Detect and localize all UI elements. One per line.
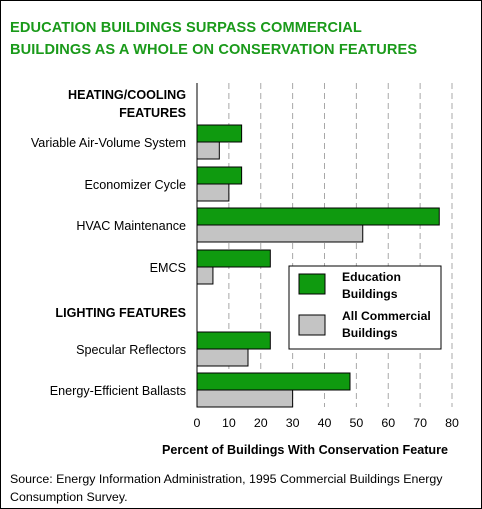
bar-all-commercial — [196, 141, 220, 160]
x-tick-label: 20 — [254, 416, 268, 430]
legend-label: All Commercial — [342, 309, 431, 323]
x-tick-label: 0 — [194, 416, 201, 430]
x-axis-ticks: 0 10 20 30 40 50 60 70 80 — [194, 416, 459, 430]
x-tick-label: 70 — [413, 416, 427, 430]
category-label: HVAC Maintenance — [76, 219, 186, 233]
bar-education — [196, 124, 243, 143]
category-label: Economizer Cycle — [85, 178, 186, 192]
x-tick-label: 50 — [349, 416, 363, 430]
bar-all-commercial — [196, 266, 214, 285]
category-label: EMCS — [150, 261, 186, 275]
category-labels: Variable Air-Volume System Economizer Cyc… — [31, 136, 186, 398]
source-note: Source: Energy Information Administratio… — [10, 472, 443, 504]
bar-education — [196, 331, 271, 350]
bar-all-commercial — [196, 348, 249, 367]
legend-swatch-all-commercial — [298, 314, 326, 336]
bar-education — [196, 249, 271, 268]
category-label: Energy-Efficient Ballasts — [50, 384, 186, 398]
legend-label: Buildings — [342, 287, 398, 301]
x-axis-label: Percent of Buildings With Conservation F… — [162, 443, 448, 457]
bars — [196, 124, 440, 408]
x-tick-label: 10 — [222, 416, 236, 430]
bar-all-commercial — [196, 224, 364, 243]
group-headings: HEATING/COOLING FEATURES LIGHTING FEATURES — [55, 88, 186, 320]
x-tick-label: 80 — [445, 416, 459, 430]
legend-swatch-education — [298, 273, 326, 295]
bar-all-commercial — [196, 183, 230, 202]
x-tick-label: 60 — [381, 416, 395, 430]
chart-title: EDUCATION BUILDINGS SURPASS COMMERCIAL B… — [10, 17, 470, 61]
legend: Education Buildings All Commercial Building… — [288, 265, 442, 350]
category-label: Specular Reflectors — [76, 343, 186, 357]
chart-title-line-2: BUILDINGS AS A WHOLE ON CONSERVATION FEA… — [10, 42, 418, 58]
legend-label: Buildings — [342, 326, 398, 340]
group-heading: FEATURES — [119, 106, 186, 120]
x-tick-label: 40 — [318, 416, 332, 430]
group-heading: LIGHTING FEATURES — [55, 306, 186, 320]
bar-education — [196, 166, 243, 185]
group-heading: HEATING/COOLING — [68, 88, 186, 102]
category-label: Variable Air-Volume System — [31, 136, 186, 150]
bar-education — [196, 372, 351, 391]
bar-education — [196, 207, 440, 226]
legend-label: Education — [342, 270, 401, 284]
x-tick-label: 30 — [286, 416, 300, 430]
chart-title-line-1: EDUCATION BUILDINGS SURPASS COMMERCIAL — [10, 20, 362, 36]
bar-all-commercial — [196, 389, 294, 408]
